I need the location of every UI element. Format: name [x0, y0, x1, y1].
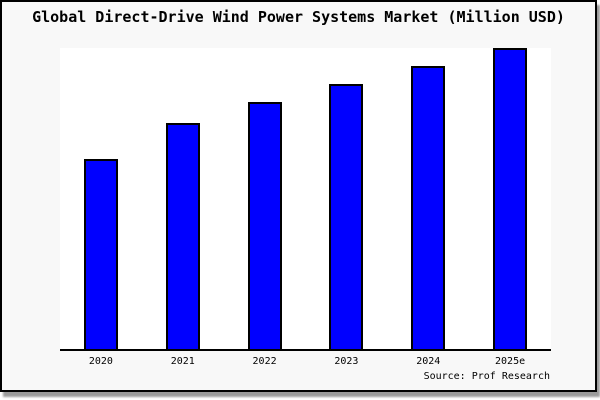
- bar-2025e: [493, 48, 528, 349]
- x-tick-2022: 2022: [252, 356, 277, 367]
- x-tick-2021: 2021: [170, 356, 195, 367]
- bar-2022: [247, 101, 282, 349]
- x-axis-labels: 2020 2021 2022 2023 2024 2025e: [60, 356, 551, 370]
- x-tick-2024: 2024: [416, 356, 441, 367]
- x-tick-2020: 2020: [88, 356, 113, 367]
- x-tick-2025e: 2025e: [495, 356, 526, 367]
- bar-2024: [411, 65, 446, 349]
- x-tick-2023: 2023: [334, 356, 359, 367]
- chart-title: Global Direct-Drive Wind Power Systems M…: [32, 8, 565, 26]
- bar-2020: [83, 158, 118, 349]
- bar-2023: [329, 83, 364, 349]
- chart-window: Global Direct-Drive Wind Power Systems M…: [0, 0, 597, 392]
- source-caption: Source: Prof Research: [423, 371, 550, 382]
- plot-area: [60, 48, 551, 351]
- bar-2021: [165, 122, 200, 349]
